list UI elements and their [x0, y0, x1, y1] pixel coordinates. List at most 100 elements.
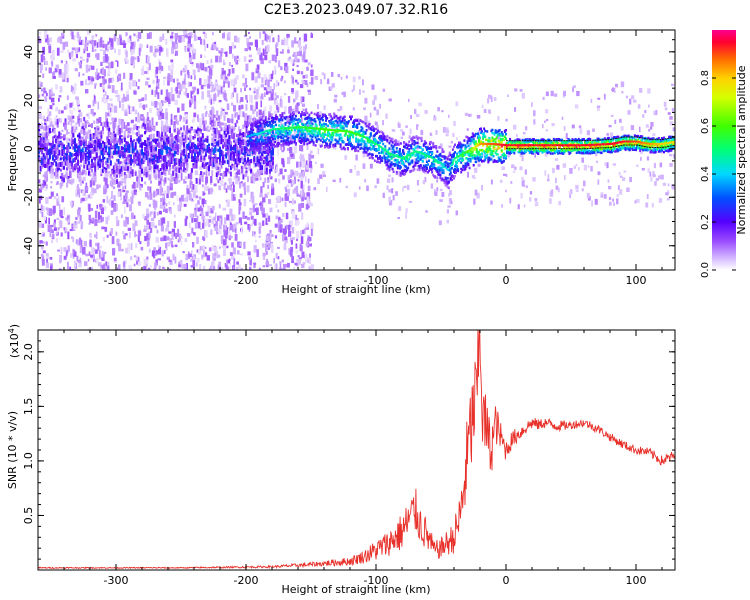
spectrogram-noise-cell	[184, 238, 188, 242]
spectrogram-band-cell	[77, 159, 79, 166]
spectrogram-band-cell	[117, 150, 120, 154]
spectrogram-noise-cell	[133, 56, 137, 60]
spectrogram-noise-cell	[90, 39, 94, 45]
spectrogram-noise-cell	[174, 33, 178, 40]
spectrogram-noise-cell	[629, 176, 632, 183]
spectrogram-noise-cell	[74, 83, 77, 91]
spectrogram-noise-cell	[201, 204, 204, 208]
spectrogram-band-cell	[55, 170, 58, 176]
spectrogram-band-cell	[195, 149, 198, 152]
spectrogram-noise-cell	[349, 169, 353, 173]
spectrogram-band-cell	[243, 133, 246, 138]
spectrogram-noise-cell	[299, 243, 302, 252]
spectrogram-noise-cell	[362, 79, 364, 86]
spectrogram-noise-cell	[652, 171, 655, 177]
spectrogram-noise-cell	[212, 253, 216, 261]
spectrogram-noise-cell	[146, 112, 149, 120]
spectrogram-noise-cell	[91, 65, 95, 70]
spectrogram-band-cell	[153, 138, 156, 143]
spectrogram-ridge-cell	[283, 139, 286, 142]
spectrogram-band-cell	[123, 171, 126, 176]
spectrogram-noise-cell	[138, 47, 141, 56]
spectrogram-noise-cell	[276, 48, 279, 57]
spectrogram-band-cell	[200, 171, 203, 175]
spectrogram-noise-cell	[659, 162, 663, 168]
spectrogram-band-cell	[58, 149, 61, 156]
spectrogram-noise-cell	[179, 149, 182, 154]
spectrogram-noise-cell	[305, 160, 308, 167]
spectrogram-band-cell	[170, 144, 173, 149]
spectrogram-noise-cell	[75, 239, 78, 245]
spectrogram-band-cell	[254, 163, 257, 167]
spectrogram-noise-cell	[204, 200, 207, 205]
spectrogram-noise-cell	[604, 162, 607, 167]
spectrogram-band-cell	[120, 140, 123, 144]
spectrogram-noise-cell	[87, 68, 90, 72]
spectrogram-noise-cell	[603, 194, 607, 199]
spectrogram-noise-cell	[63, 175, 67, 178]
spectrogram-band-cell	[268, 168, 271, 174]
spectrogram-noise-cell	[223, 70, 226, 76]
spectrogram-noise-cell	[201, 91, 204, 100]
spectrogram-band-cell	[114, 133, 117, 138]
spectrogram-band-cell	[236, 172, 239, 175]
spectrogram-noise-cell	[266, 34, 268, 42]
spectrogram-band-cell	[192, 156, 195, 160]
spectrogram-band-cell	[162, 140, 165, 146]
spectrogram-noise-cell	[72, 248, 75, 255]
spectrogram-noise-cell	[304, 176, 307, 183]
spectrogram-noise-cell	[184, 112, 188, 116]
spectrogram-ridge-cell	[277, 132, 280, 135]
spectrogram-band-cell	[73, 157, 76, 160]
spectrogram-band-cell	[80, 140, 83, 147]
spectrogram-ridge-peak	[249, 134, 251, 137]
spectrogram-band-cell	[183, 149, 186, 154]
spectrogram-band-cell	[102, 156, 104, 161]
spectrogram-band-cell	[187, 130, 190, 133]
spectrogram-noise-cell	[223, 93, 227, 101]
spectrogram-noise-cell	[227, 32, 231, 37]
spectrogram-noise-cell	[133, 61, 135, 69]
spectrogram-ridge-cell	[279, 114, 282, 117]
spectrogram-ridge-cell	[254, 120, 257, 124]
spectrogram-noise-cell	[199, 264, 202, 270]
spectrogram-noise-cell	[263, 109, 266, 117]
spectrogram-noise-cell	[165, 247, 168, 251]
spectrogram-noise-cell	[133, 255, 137, 258]
spectrogram-band-cell	[228, 135, 231, 139]
spectrogram-noise-cell	[550, 90, 554, 97]
spectrogram-noise-cell	[170, 87, 173, 94]
spectrogram-noise-cell	[205, 170, 208, 178]
spectrogram-band-cell	[136, 138, 139, 142]
spectrogram-band-cell	[130, 135, 132, 138]
spectrogram-noise-cell	[219, 223, 222, 231]
spectrogram-noise-cell	[54, 227, 57, 231]
spectrogram-noise-cell	[571, 124, 575, 129]
spectrogram-noise-cell	[124, 178, 127, 185]
spectrogram-noise-cell	[50, 172, 54, 179]
spectrogram-noise-cell	[292, 54, 295, 57]
spectrogram-noise-cell	[233, 175, 237, 180]
spectrogram-noise-cell	[208, 67, 213, 76]
spectrogram-band-cell	[83, 141, 86, 146]
spectrogram-noise-cell	[81, 39, 85, 46]
spectrogram-noise-cell	[265, 88, 269, 95]
spectrogram-noise-cell	[511, 164, 515, 168]
spectrogram-noise-cell	[217, 119, 221, 123]
spectrogram-noise-cell	[161, 155, 163, 161]
spectrogram-band-cell	[178, 129, 181, 135]
spectrogram-noise-cell	[223, 80, 225, 88]
spectrogram-noise-cell	[229, 261, 232, 268]
spectrogram-noise-cell	[232, 181, 235, 186]
spectrogram-noise-cell	[343, 91, 346, 98]
spectrogram-noise-cell	[44, 162, 48, 168]
spectrogram-noise-cell	[291, 237, 295, 240]
spectrogram-noise-cell	[87, 82, 90, 86]
spectrogram-ridge-peak	[283, 127, 285, 130]
spectrogram-noise-cell	[145, 262, 148, 267]
spectrogram-noise-cell	[184, 218, 188, 226]
spectrogram-noise-cell	[174, 53, 177, 56]
spectrogram-noise-cell	[217, 85, 221, 90]
spectrogram-noise-cell	[390, 149, 393, 155]
spectrogram-band-cell	[200, 155, 203, 158]
